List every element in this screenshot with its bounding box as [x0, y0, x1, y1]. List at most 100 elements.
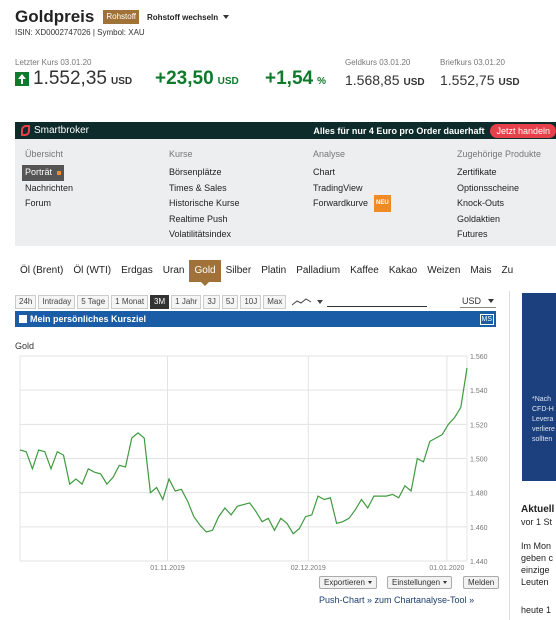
- tab-platinum[interactable]: Platin: [261, 265, 287, 276]
- tab-gold[interactable]: Gold: [189, 260, 221, 286]
- menu-column-products: Zugehörige Produkte Zertifikate Optionss…: [457, 149, 541, 243]
- y-tick-label: 1.460: [470, 525, 488, 532]
- tab-oil-wti[interactable]: Öl (WTI): [73, 265, 112, 276]
- tab-silver[interactable]: Silber: [225, 265, 252, 276]
- range-1-month[interactable]: 1 Monat: [111, 294, 149, 309]
- price-chart: 1.440 1.460 1.480 1.500 1.520 1.540 1.560 01.11…: [19, 354, 488, 572]
- price-target-bar[interactable]: Mein persönliches Kursziel MS: [15, 311, 496, 327]
- menu-item-gold-stocks[interactable]: Goldaktien: [457, 213, 501, 224]
- last-price-value: 1.552,35: [33, 68, 107, 89]
- range-max[interactable]: Max: [263, 294, 287, 309]
- smartbroker-logo-icon: [21, 125, 30, 136]
- news-text: geben c: [521, 553, 554, 563]
- menu-item-realtime-push[interactable]: Realtime Push: [169, 213, 228, 224]
- menu-item-label: Porträt: [25, 167, 53, 178]
- ad-line: Levera: [532, 416, 554, 423]
- range-5-years[interactable]: 5J: [221, 294, 239, 309]
- trade-now-button[interactable]: Jetzt handeln: [490, 123, 556, 138]
- ms-button[interactable]: MS: [479, 313, 494, 325]
- menu-item-exchanges[interactable]: Börsenplätze: [169, 167, 222, 178]
- range-3-months[interactable]: 3M: [150, 294, 170, 309]
- smartbroker-bar: Smartbroker Alles für nur 4 Euro pro Ord…: [15, 122, 556, 139]
- change-percent-value: +1,54: [265, 68, 314, 89]
- menu-item-news[interactable]: Nachrichten: [25, 182, 74, 193]
- chart-search-input[interactable]: [327, 297, 428, 307]
- tab-coffee[interactable]: Kaffee: [350, 265, 379, 276]
- menu-item-forum[interactable]: Forum: [25, 198, 52, 209]
- arrow-up-icon: [15, 72, 29, 86]
- bid-price: 1.568,85 USD: [345, 72, 425, 88]
- isin-line: ISIN: XD0002747026 | Symbol: XAU: [15, 28, 145, 37]
- menu-item-forward-curve[interactable]: Forwardkurve NEU: [313, 195, 391, 213]
- range-1-year[interactable]: 1 Jahr: [171, 294, 202, 309]
- settings-label: Einstellungen: [392, 578, 441, 587]
- chart-title: Gold: [15, 341, 35, 351]
- page-title: Goldpreis: [15, 7, 95, 26]
- menu-item-futures[interactable]: Futures: [457, 229, 488, 240]
- settings-button[interactable]: Einstellungen: [387, 576, 453, 589]
- change-percent: +1,54 %: [265, 68, 326, 90]
- menu-item-knock-outs[interactable]: Knock-Outs: [457, 198, 505, 209]
- range-3-years[interactable]: 3J: [203, 294, 220, 309]
- price-target-checkbox[interactable]: [19, 315, 27, 323]
- y-tick-label: 1.500: [470, 457, 488, 464]
- menu-heading: Zugehörige Produkte: [457, 149, 542, 159]
- menu-item-portrait[interactable]: Porträt: [22, 165, 65, 181]
- commodity-tabs: Öl (Brent) Öl (WTI) Erdgas Uran Gold Sil…: [15, 260, 518, 286]
- menu-item-certificates[interactable]: Zertifikate: [457, 167, 497, 178]
- page-header: Goldpreis Rohstoff Rohstoff wechseln: [15, 7, 230, 27]
- tab-sugar[interactable]: Zu: [501, 265, 514, 276]
- menu-item-tradingview[interactable]: TradingView: [313, 182, 363, 193]
- menu-item-times-sales[interactable]: Times & Sales: [169, 182, 227, 193]
- change-absolute-value: +23,50: [155, 68, 214, 89]
- range-intraday[interactable]: Intraday: [38, 294, 76, 309]
- push-chart-link[interactable]: Push-Chart » zum Chartanalyse-Tool »: [319, 595, 475, 605]
- currency-select[interactable]: USD: [460, 295, 496, 308]
- y-tick-label: 1.480: [470, 491, 488, 498]
- y-tick-label: 1.560: [470, 354, 488, 361]
- tab-cocoa[interactable]: Kakao: [388, 265, 418, 276]
- smartbroker-promo: Alles für nur 4 Euro pro Order dauerhaft: [313, 125, 485, 136]
- advertisement[interactable]: *Nach CFD-H Levera verliere sollten: [522, 293, 556, 481]
- ad-line: sollten: [532, 436, 553, 443]
- tab-corn[interactable]: Mais: [470, 265, 492, 276]
- report-button[interactable]: Melden: [463, 576, 500, 589]
- menu-heading: Übersicht: [25, 149, 64, 159]
- last-price: 1.552,35 USD: [15, 68, 132, 90]
- menu-item-label: Forwardkurve: [313, 198, 369, 209]
- export-button[interactable]: Exportieren: [319, 576, 377, 589]
- menu-item-warrants[interactable]: Optionsscheine: [457, 182, 520, 193]
- tab-uranium[interactable]: Uran: [162, 265, 185, 276]
- x-tick-label: 01.11.2019: [150, 565, 185, 572]
- commodity-switch-label: Rohstoff wechseln: [147, 12, 219, 22]
- chart-type-select[interactable]: [292, 297, 324, 306]
- menu-item-chart[interactable]: Chart: [313, 167, 336, 178]
- news-text[interactable]: Im Mon: [521, 541, 552, 551]
- bid-label: Geldkurs 03.01.20: [345, 58, 411, 67]
- tab-palladium[interactable]: Palladium: [296, 265, 341, 276]
- menu-column-overview: Übersicht Porträt Nachrichten Forum: [22, 149, 74, 212]
- y-tick-label: 1.540: [470, 388, 488, 395]
- menu-item-volatility[interactable]: Volatilitätsindex: [169, 229, 232, 240]
- change-absolute-unit: USD: [217, 76, 239, 87]
- range-24h[interactable]: 24h: [15, 294, 37, 309]
- ask-price-unit: USD: [498, 77, 520, 88]
- bid-price-unit: USD: [403, 77, 425, 88]
- commodity-switch[interactable]: Rohstoff wechseln: [147, 12, 230, 22]
- price-target-label: Mein persönliches Kursziel: [30, 314, 147, 324]
- tab-oil-brent[interactable]: Öl (Brent): [20, 265, 64, 276]
- range-10-years[interactable]: 10J: [240, 294, 262, 309]
- currency-value: USD: [462, 296, 482, 306]
- range-5-days[interactable]: 5 Tage: [77, 294, 110, 309]
- menu-column-prices: Kurse Börsenplätze Times & Sales Histori…: [169, 149, 240, 243]
- last-price-label: Letzter Kurs 03.01.20: [15, 58, 92, 67]
- chevron-down-icon: [443, 581, 448, 584]
- smartbroker-logo[interactable]: Smartbroker: [21, 125, 89, 136]
- tab-natural-gas[interactable]: Erdgas: [121, 265, 153, 276]
- ad-disclaimer: *Nach CFD-H Levera verliere sollten: [532, 395, 555, 445]
- tab-wheat[interactable]: Weizen: [427, 265, 461, 276]
- menu-item-historical[interactable]: Historische Kurse: [169, 198, 240, 209]
- column-divider: [509, 291, 510, 620]
- change-percent-unit: %: [317, 76, 326, 87]
- bid-price-value: 1.568,85: [345, 72, 400, 88]
